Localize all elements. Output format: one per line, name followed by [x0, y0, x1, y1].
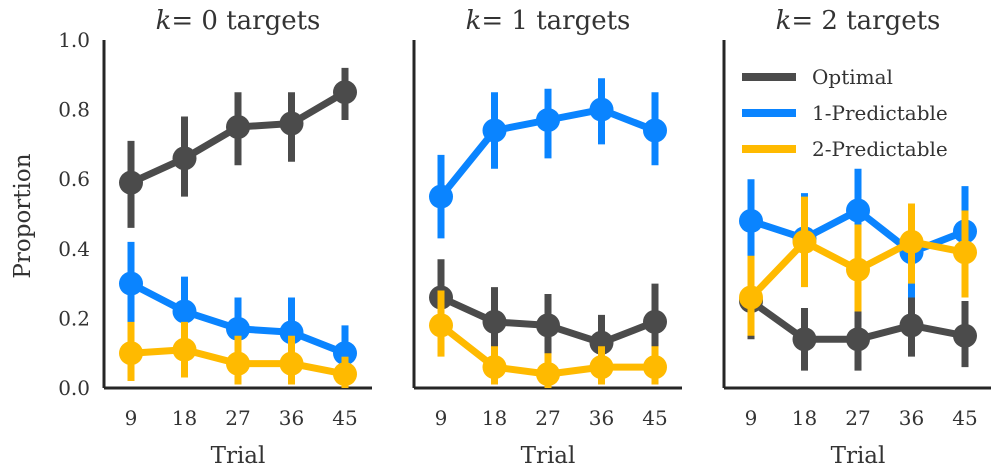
y-tick-label: 0.6 — [58, 167, 90, 191]
data-point — [589, 355, 614, 380]
data-point — [589, 97, 614, 122]
data-point — [899, 229, 924, 254]
panel-title-variable: k — [466, 6, 482, 36]
data-point — [279, 111, 304, 136]
data-point — [119, 341, 143, 366]
panel-title: k= 1 targets — [466, 6, 631, 36]
panel-title-variable: k — [156, 6, 172, 36]
x-tick-label: 36 — [279, 406, 304, 430]
series-1-predictable — [429, 78, 667, 239]
data-point — [172, 299, 197, 324]
data-point — [536, 313, 560, 338]
x-tick-label: 9 — [435, 406, 448, 430]
data-point — [333, 80, 357, 105]
data-point — [482, 355, 507, 380]
panel-title-text: = 1 targets — [481, 6, 630, 36]
x-tick-label: 9 — [745, 406, 758, 430]
data-point — [643, 309, 667, 334]
y-tick-label: 0.4 — [58, 237, 90, 261]
data-point — [643, 355, 667, 380]
data-point — [846, 327, 870, 352]
x-tick-label: 18 — [792, 406, 817, 430]
series-2-predictable — [739, 196, 977, 336]
y-tick-label: 1.0 — [58, 28, 90, 52]
series-optimal — [119, 67, 357, 228]
x-tick-label: 45 — [332, 406, 357, 430]
data-point — [846, 198, 870, 223]
data-point — [279, 320, 304, 345]
data-point — [429, 313, 453, 338]
y-tick-label: 0.0 — [58, 376, 90, 400]
panel-title: k= 2 targets — [776, 6, 941, 36]
series-optimal — [739, 262, 977, 371]
x-tick-label: 45 — [952, 406, 977, 430]
x-tick-label: 9 — [125, 406, 138, 430]
data-point — [226, 351, 250, 376]
data-point — [792, 229, 817, 254]
x-axis-label: Trial — [521, 443, 576, 469]
data-point — [536, 108, 560, 133]
panel-title-text: = 0 targets — [171, 6, 320, 36]
legend: Optimal 1-Predictable 2-Predictable — [742, 65, 948, 161]
x-tick-label: 45 — [642, 406, 667, 430]
data-point — [279, 351, 304, 376]
panel-1: k= 1 targets 9 18 27 36 45 Trial — [412, 6, 682, 469]
data-point — [226, 316, 250, 341]
x-tick-label: 36 — [589, 406, 614, 430]
panel-title-variable: k — [776, 6, 792, 36]
x-tick-label: 18 — [482, 406, 507, 430]
data-point — [429, 184, 453, 209]
data-point — [739, 285, 763, 310]
data-point — [899, 313, 924, 338]
legend-entry: Optimal — [812, 65, 893, 89]
x-tick-label: 18 — [172, 406, 197, 430]
x-tick-label: 27 — [845, 406, 870, 430]
data-point — [119, 170, 143, 195]
y-axis-label: Proportion — [10, 153, 36, 278]
data-point — [589, 330, 614, 355]
x-tick-label: 36 — [899, 406, 924, 430]
panel-title-text: = 2 targets — [791, 6, 940, 36]
data-point — [953, 240, 977, 265]
legend-entry: 1-Predictable — [812, 101, 948, 125]
y-tick-label: 0.8 — [58, 98, 90, 122]
data-point — [482, 309, 507, 334]
data-point — [226, 115, 250, 139]
data-point — [739, 208, 763, 233]
series-2-predictable — [119, 321, 357, 388]
data-point — [119, 271, 143, 296]
data-point — [643, 118, 667, 143]
x-tick-label: 27 — [535, 406, 560, 430]
data-point — [482, 118, 507, 143]
panel-2: k= 2 targets 9 18 27 36 45 Trial Optimal 1-Predi… — [722, 6, 991, 469]
data-point — [333, 362, 357, 387]
data-point — [172, 337, 197, 362]
data-point — [333, 341, 357, 366]
x-tick-label: 27 — [225, 406, 250, 430]
panel-0: k= 0 targets 0.0 0.2 0.4 0.6 0.8 1.0 9 18 27 36 45 T… — [58, 6, 372, 469]
legend-entry: 2-Predictable — [812, 137, 948, 161]
data-point — [792, 327, 817, 352]
data-point — [172, 146, 197, 171]
y-tick-label: 0.2 — [58, 306, 90, 330]
data-point — [536, 362, 560, 387]
x-axis-label: Trial — [211, 443, 266, 469]
data-point — [846, 257, 870, 282]
data-point — [953, 323, 977, 348]
panel-title: k= 0 targets — [156, 6, 321, 36]
series-2-predictable — [429, 290, 667, 388]
x-axis-label: Trial — [831, 443, 886, 469]
